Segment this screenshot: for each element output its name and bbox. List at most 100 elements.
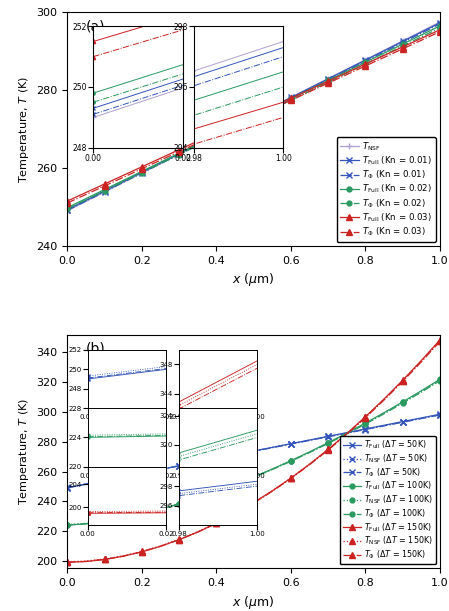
$T_{\mathrm{NSF}}$ ($\Delta T$ = 50K) xyxy=(139,469,145,477)
$T_{\mathrm{Full}}$ ($\Delta T$ = 150K) xyxy=(288,474,294,481)
$T_{\mathrm{NSF}}$ ($\Delta T$ = 50K) xyxy=(65,484,70,491)
$T_{\mathrm{NSF}}$ ($\Delta T$ = 50K) xyxy=(363,425,368,433)
$T_{\Phi}$ ($\Delta T$ = 150K) xyxy=(400,378,405,385)
$T_{\Phi}$ (Kn = 0.03) xyxy=(176,148,182,155)
$T_{\mathrm{Full}}$ (Kn = 0.01) xyxy=(269,103,275,111)
$T_{\mathrm{NSF}}$ ($\Delta T$ = 50K) xyxy=(382,422,387,430)
Line: $T_{\mathrm{NSF}}$ ($\Delta T$ = 100K): $T_{\mathrm{NSF}}$ ($\Delta T$ = 100K) xyxy=(65,378,442,527)
$T_{\Phi}$ ($\Delta T$ = 100K) xyxy=(214,488,219,496)
$T_{\mathrm{Full}}$ ($\Delta T$ = 50K) xyxy=(102,477,107,484)
$T_{\Phi}$ (Kn = 0.03) xyxy=(251,114,256,121)
$T_{\mathrm{Full}}$ ($\Delta T$ = 150K) xyxy=(363,413,368,420)
$T_{\mathrm{NSF}}$ xyxy=(233,122,238,130)
$T_{\mathrm{Full}}$ ($\Delta T$ = 150K) xyxy=(307,461,312,468)
$T_{\mathrm{Full}}$ (Kn = 0.03) xyxy=(233,120,238,128)
$T_{\mathrm{NSF}}$ ($\Delta T$ = 150K) xyxy=(120,552,126,560)
$T_{\Phi}$ ($\Delta T$ = 150K) xyxy=(382,397,387,404)
Line: $T_{\mathrm{Full}}$ (Kn = 0.02): $T_{\mathrm{Full}}$ (Kn = 0.02) xyxy=(65,23,442,210)
$T_{\mathrm{Full}}$ (Kn = 0.03) xyxy=(288,95,294,102)
$T_{\Phi}$ (Kn = 0.03) xyxy=(158,156,163,164)
$T_{\Phi}$ ($\Delta T$ = 50K) xyxy=(139,469,145,477)
$T_{\Phi}$ (Kn = 0.02) xyxy=(83,196,88,203)
$T_{\Phi}$ ($\Delta T$ = 50K) xyxy=(233,452,238,459)
Line: $T_{\Phi}$ ($\Delta T$ = 50K): $T_{\Phi}$ ($\Delta T$ = 50K) xyxy=(65,412,443,491)
$T_{\mathrm{NSF}}$ ($\Delta T$ = 50K) xyxy=(344,429,349,436)
Line: $T_{\mathrm{NSF}}$ ($\Delta T$ = 50K): $T_{\mathrm{NSF}}$ ($\Delta T$ = 50K) xyxy=(65,412,443,490)
$T_{\mathrm{Full}}$ ($\Delta T$ = 150K) xyxy=(269,487,275,494)
$T_{\mathrm{NSF}}$ xyxy=(195,141,200,148)
$T_{\mathrm{Full}}$ ($\Delta T$ = 100K) xyxy=(233,481,238,488)
$T_{\Phi}$ ($\Delta T$ = 50K) xyxy=(120,473,126,480)
$T_{\mathrm{NSF}}$ xyxy=(214,131,219,139)
$T_{\Phi}$ (Kn = 0.02) xyxy=(214,133,219,140)
$T_{\Phi}$ (Kn = 0.03) xyxy=(382,54,387,61)
$T_{\Phi}$ (Kn = 0.01) xyxy=(120,179,126,186)
$T_{\mathrm{NSF}}$ xyxy=(139,169,145,177)
$T_{\mathrm{Full}}$ ($\Delta T$ = 50K) xyxy=(158,466,163,473)
Line: $T_{\mathrm{Full}}$ (Kn = 0.03): $T_{\mathrm{Full}}$ (Kn = 0.03) xyxy=(65,27,443,204)
$T_{\mathrm{Full}}$ ($\Delta T$ = 50K) xyxy=(120,473,126,480)
$T_{\mathrm{NSF}}$ ($\Delta T$ = 150K) xyxy=(233,510,238,517)
$T_{\Phi}$ (Kn = 0.02) xyxy=(418,33,424,40)
$T_{\mathrm{NSF}}$ ($\Delta T$ = 50K) xyxy=(269,444,275,451)
$T_{\Phi}$ ($\Delta T$ = 50K) xyxy=(83,480,88,488)
$T_{\Phi}$ ($\Delta T$ = 50K) xyxy=(344,430,349,437)
$T_{\mathrm{Full}}$ ($\Delta T$ = 150K) xyxy=(214,519,219,527)
$T_{\Phi}$ (Kn = 0.01) xyxy=(102,188,107,196)
$T_{\Phi}$ ($\Delta T$ = 50K) xyxy=(326,433,331,441)
$T_{\mathrm{Full}}$ ($\Delta T$ = 100K) xyxy=(214,488,219,495)
$T_{\mathrm{Full}}$ (Kn = 0.01) xyxy=(176,150,182,157)
$T_{\mathrm{NSF}}$ ($\Delta T$ = 100K) xyxy=(418,388,424,395)
$T_{\mathrm{Full}}$ ($\Delta T$ = 50K) xyxy=(307,436,312,444)
$T_{\Phi}$ (Kn = 0.01) xyxy=(176,151,182,158)
$T_{\Phi}$ ($\Delta T$ = 100K) xyxy=(83,520,88,527)
$T_{\mathrm{Full}}$ (Kn = 0.03) xyxy=(400,43,405,51)
$T_{\mathrm{NSF}}$ ($\Delta T$ = 50K) xyxy=(251,447,256,455)
$T_{\mathrm{NSF}}$ xyxy=(437,18,443,26)
$T_{\mathrm{NSF}}$ ($\Delta T$ = 150K) xyxy=(307,461,312,468)
Line: $T_{\Phi}$ (Kn = 0.02): $T_{\Phi}$ (Kn = 0.02) xyxy=(65,26,442,211)
$T_{\Phi}$ ($\Delta T$ = 100K) xyxy=(195,494,200,502)
$T_{\mathrm{Full}}$ ($\Delta T$ = 100K) xyxy=(382,409,387,416)
$T_{\mathrm{NSF}}$ ($\Delta T$ = 150K) xyxy=(251,499,256,506)
$T_{\mathrm{Full}}$ ($\Delta T$ = 100K) xyxy=(195,494,200,502)
$T_{\Phi}$ ($\Delta T$ = 50K) xyxy=(288,441,294,448)
$T_{\mathrm{Full}}$ ($\Delta T$ = 50K) xyxy=(251,447,256,455)
$T_{\mathrm{Full}}$ (Kn = 0.03) xyxy=(65,197,70,205)
$T_{\mathrm{Full}}$ (Kn = 0.02) xyxy=(437,22,443,29)
$T_{\mathrm{Full}}$ ($\Delta T$ = 150K) xyxy=(400,376,405,384)
$T_{\mathrm{Full}}$ ($\Delta T$ = 150K) xyxy=(120,552,126,560)
$T_{\Phi}$ ($\Delta T$ = 150K) xyxy=(288,475,294,482)
$T_{\mathrm{NSF}}$ ($\Delta T$ = 50K) xyxy=(400,419,405,426)
$T_{\Phi}$ ($\Delta T$ = 100K) xyxy=(251,474,256,481)
$T_{\mathrm{NSF}}$ ($\Delta T$ = 100K) xyxy=(176,500,182,507)
$T_{\Phi}$ (Kn = 0.01) xyxy=(326,76,331,84)
$T_{\mathrm{Full}}$ (Kn = 0.01) xyxy=(437,19,443,26)
$T_{\mathrm{Full}}$ (Kn = 0.01) xyxy=(326,75,331,82)
$T_{\mathrm{Full}}$ (Kn = 0.01) xyxy=(288,94,294,101)
$T_{\mathrm{Full}}$ (Kn = 0.03) xyxy=(139,163,145,170)
$T_{\Phi}$ ($\Delta T$ = 100K) xyxy=(344,430,349,437)
Line: $T_{\mathrm{Full}}$ ($\Delta T$ = 150K): $T_{\mathrm{Full}}$ ($\Delta T$ = 150K) xyxy=(65,337,443,565)
$T_{\mathrm{NSF}}$ ($\Delta T$ = 100K) xyxy=(288,457,294,464)
$T_{\Phi}$ ($\Delta T$ = 100K) xyxy=(233,481,238,488)
$T_{\mathrm{Full}}$ (Kn = 0.01) xyxy=(251,112,256,120)
$T_{\mathrm{NSF}}$ ($\Delta T$ = 50K) xyxy=(288,440,294,447)
$T_{\mathrm{Full}}$ (Kn = 0.02) xyxy=(307,86,312,93)
$T_{\mathrm{NSF}}$ ($\Delta T$ = 150K) xyxy=(214,519,219,527)
$T_{\Phi}$ ($\Delta T$ = 150K) xyxy=(307,461,312,469)
$T_{\mathrm{NSF}}$ ($\Delta T$ = 150K) xyxy=(363,414,368,421)
$T_{\mathrm{NSF}}$ xyxy=(65,207,70,214)
$T_{\mathrm{Full}}$ (Kn = 0.03) xyxy=(102,180,107,188)
$T_{\Phi}$ ($\Delta T$ = 150K) xyxy=(83,558,88,565)
$T_{\mathrm{Full}}$ ($\Delta T$ = 150K) xyxy=(251,499,256,507)
$T_{\mathrm{Full}}$ ($\Delta T$ = 150K) xyxy=(344,430,349,437)
$T_{\mathrm{Full}}$ (Kn = 0.02) xyxy=(158,159,163,166)
$T_{\mathrm{Full}}$ (Kn = 0.01) xyxy=(83,197,88,204)
$T_{\mathrm{NSF}}$ xyxy=(382,46,387,54)
$T_{\Phi}$ (Kn = 0.02) xyxy=(158,160,163,167)
$T_{\mathrm{Full}}$ ($\Delta T$ = 50K) xyxy=(326,433,331,440)
$T_{\mathrm{Full}}$ ($\Delta T$ = 100K) xyxy=(102,518,107,525)
$T_{\Phi}$ (Kn = 0.02) xyxy=(176,151,182,158)
$T_{\mathrm{NSF}}$ ($\Delta T$ = 100K) xyxy=(269,466,275,473)
